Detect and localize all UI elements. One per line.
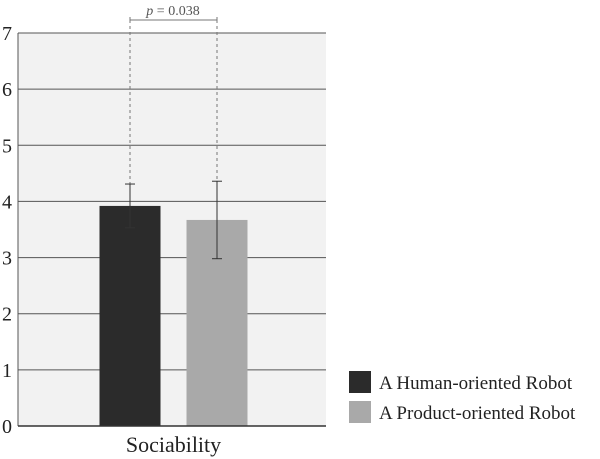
y-tick-label: 4 [2, 191, 12, 213]
x-axis: Sociability [18, 425, 326, 457]
y-axis: 0 1 2 3 4 5 6 7 [2, 23, 19, 438]
significance-annotation-lines [129, 17, 218, 185]
y-tick-label: 2 [2, 304, 12, 326]
error-bars [125, 180, 222, 260]
y-tick-label: 1 [2, 360, 12, 382]
x-category-label: Sociability [126, 432, 221, 457]
legend-label: A Product-oriented Robot [379, 403, 576, 424]
y-tick-label: 3 [2, 248, 12, 270]
y-tick-label: 7 [2, 23, 12, 45]
p-value-annotation: p = 0.038 [145, 4, 199, 19]
legend-swatch [349, 401, 371, 423]
y-tick-label: 6 [2, 79, 12, 101]
y-tick-label: 5 [2, 135, 12, 157]
legend-label: A Human-oriented Robot [379, 373, 573, 394]
legend-swatch [349, 371, 371, 393]
legend: A Human-oriented Robot A Product-oriented… [349, 371, 576, 424]
y-tick-label: 0 [2, 416, 12, 438]
plot-background [18, 33, 326, 426]
gridlines [18, 32, 326, 371]
bar [99, 205, 161, 426]
